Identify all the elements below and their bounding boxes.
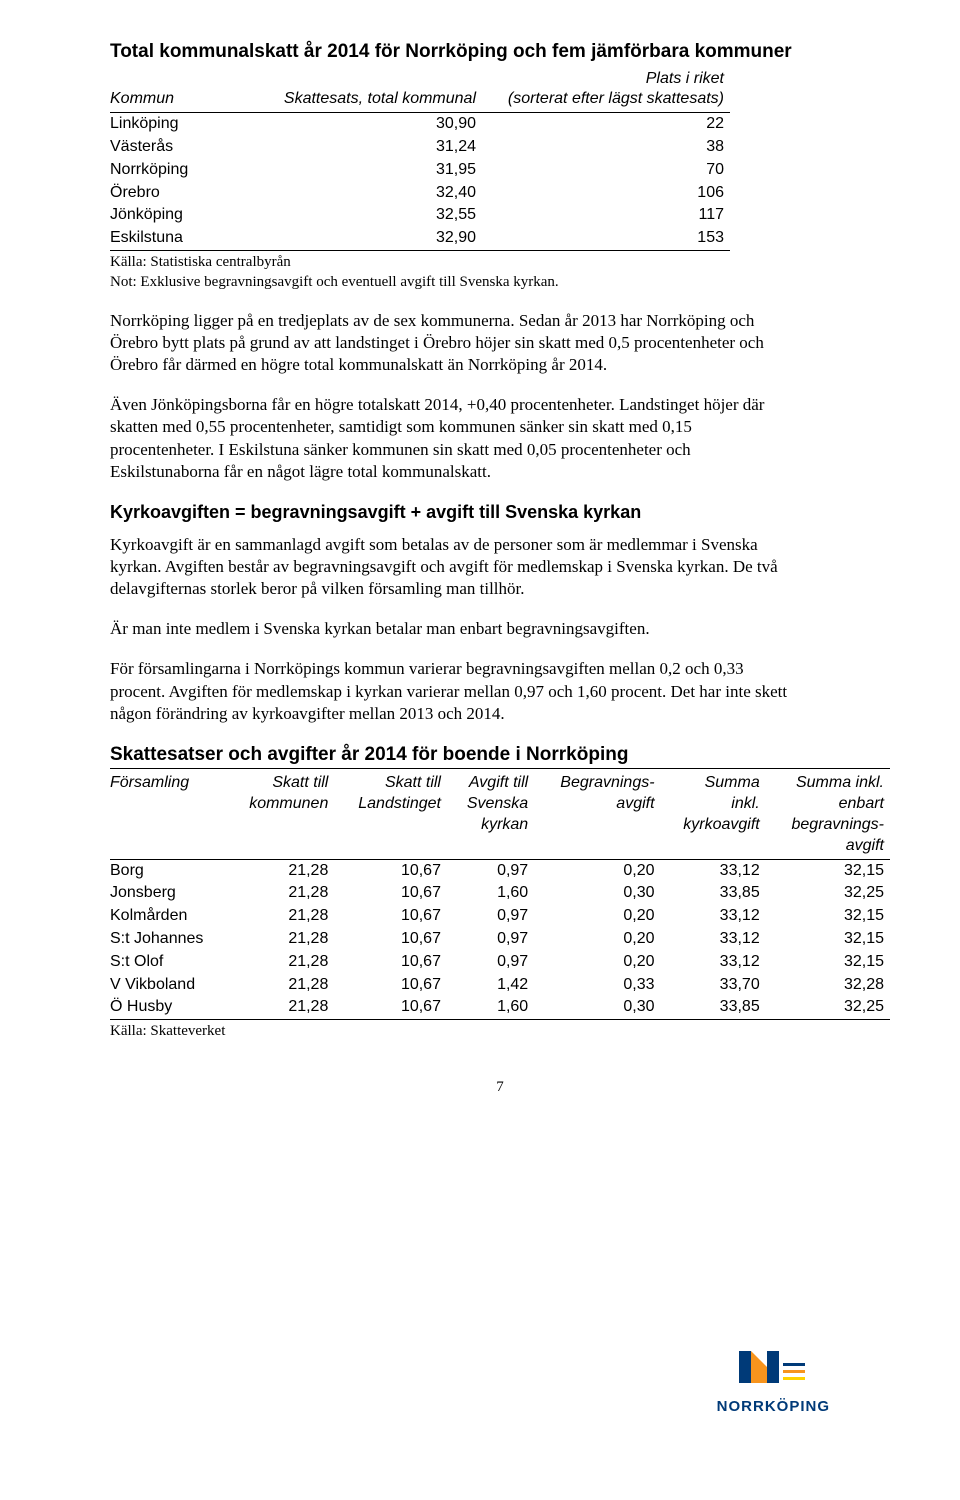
th-forsamling: Församling bbox=[110, 771, 226, 859]
th-skattesats: Skattesats, total kommunal bbox=[246, 67, 482, 113]
table1-body: Linköping30,9022 Västerås31,2438 Norrköp… bbox=[110, 113, 730, 251]
table-row: Kolmården21,2810,670,970,2033,1232,15 bbox=[110, 905, 890, 928]
norrkoping-logo: NORRKÖPING bbox=[717, 1337, 830, 1417]
table-row: Örebro32,40106 bbox=[110, 182, 730, 205]
page-number: 7 bbox=[110, 1078, 890, 1098]
table-row: V Vikboland21,2810,671,420,3333,7032,28 bbox=[110, 974, 890, 997]
logo-icon bbox=[733, 1337, 813, 1395]
table-row: Borg21,2810,670,970,2033,1232,15 bbox=[110, 859, 890, 882]
table-row: Ö Husby21,2810,671,600,3033,8532,25 bbox=[110, 996, 890, 1019]
th-landsting: Skatt tillLandstinget bbox=[334, 771, 447, 859]
table-row: S:t Olof21,2810,670,970,2033,1232,15 bbox=[110, 951, 890, 974]
th-kommun: Kommun bbox=[110, 67, 246, 113]
paragraph: Är man inte medlem i Svenska kyrkan beta… bbox=[110, 618, 790, 640]
table2-title: Skattesatser och avgifter år 2014 för bo… bbox=[110, 743, 890, 770]
table2: Församling Skatt tillkommunen Skatt till… bbox=[110, 771, 890, 1020]
th-plats: Plats i riket (sorterat efter lägst skat… bbox=[482, 67, 730, 113]
th-begravning: Begravnings-avgift bbox=[534, 771, 660, 859]
table-row: Eskilstuna32,90153 bbox=[110, 227, 730, 250]
logo-text: NORRKÖPING bbox=[717, 1397, 830, 1417]
paragraph: Även Jönköpingsborna får en högre totals… bbox=[110, 394, 790, 482]
table-row: Västerås31,2438 bbox=[110, 136, 730, 159]
table2-source: Källa: Skatteverket bbox=[110, 1022, 890, 1042]
table-row: Norrköping31,9570 bbox=[110, 159, 730, 182]
table1-title: Total kommunalskatt år 2014 för Norrköpi… bbox=[110, 40, 890, 65]
table2-body: Borg21,2810,670,970,2033,1232,15 Jonsber… bbox=[110, 859, 890, 1020]
paragraph: För församlingarna i Norrköpings kommun … bbox=[110, 658, 790, 724]
table-row: Linköping30,9022 bbox=[110, 113, 730, 136]
th-plats-l1: Plats i riket bbox=[646, 70, 724, 87]
table-row: Jonsberg21,2810,671,600,3033,8532,25 bbox=[110, 882, 890, 905]
table-row: Jönköping32,55117 bbox=[110, 204, 730, 227]
paragraph: Kyrkoavgift är en sammanlagd avgift som … bbox=[110, 534, 790, 600]
subheading-kyrkoavgift: Kyrkoavgiften = begravningsavgift + avgi… bbox=[110, 501, 890, 524]
table1: Kommun Skattesats, total kommunal Plats … bbox=[110, 67, 730, 251]
paragraph: Norrköping ligger på en tredjeplats av d… bbox=[110, 310, 790, 376]
table1-source: Källa: Statistiska centralbyrån bbox=[110, 253, 890, 273]
th-svenska-kyrkan: Avgift tillSvenskakyrkan bbox=[447, 771, 534, 859]
th-plats-l2: (sorterat efter lägst skattesats) bbox=[508, 90, 724, 107]
table1-note: Not: Exklusive begravningsavgift och eve… bbox=[110, 273, 890, 293]
th-kommun: Skatt tillkommunen bbox=[226, 771, 334, 859]
th-summa-inkl-begr: Summa inkl.enbartbegravnings-avgift bbox=[766, 771, 890, 859]
table-row: S:t Johannes21,2810,670,970,2033,1232,15 bbox=[110, 928, 890, 951]
th-summa-inkl-kyrko: Summainkl.kyrkoavgift bbox=[661, 771, 766, 859]
